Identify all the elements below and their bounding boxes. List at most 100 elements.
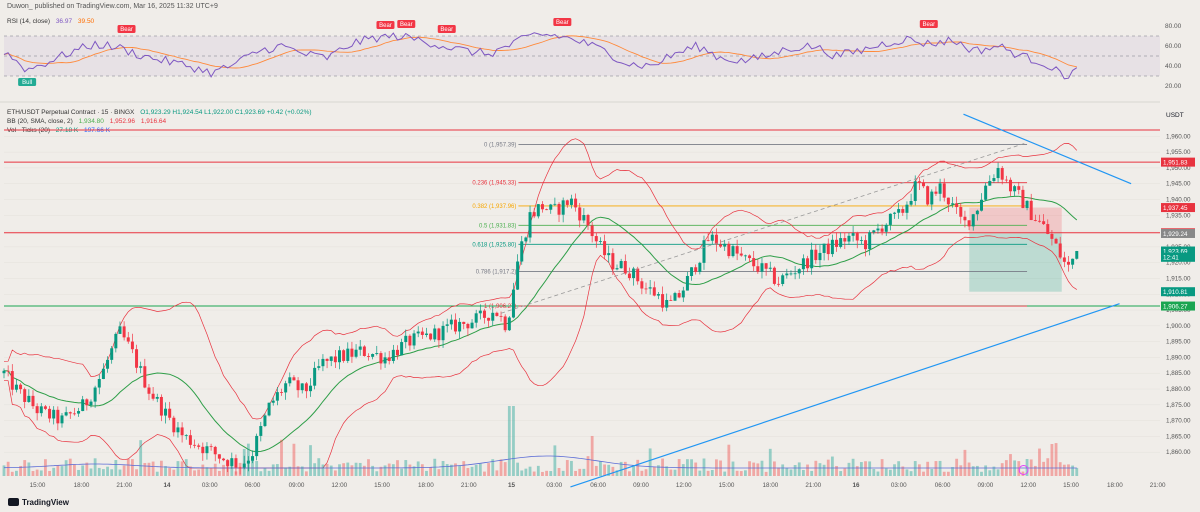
candle-body <box>511 289 515 318</box>
candle <box>118 321 122 335</box>
candle <box>640 278 644 295</box>
volume-bar <box>296 466 300 476</box>
candle-body <box>880 228 884 232</box>
volume-bar <box>454 463 457 476</box>
candle <box>851 225 855 242</box>
candle <box>408 334 412 351</box>
candle-body <box>528 212 532 238</box>
candle <box>217 454 221 464</box>
candle <box>354 344 358 359</box>
candle <box>801 254 805 275</box>
volume-bar <box>350 465 354 476</box>
price-axis-label: 1,929.24 <box>1161 228 1195 238</box>
candle-body <box>582 215 586 221</box>
rsi-signal-badge <box>117 25 136 33</box>
volume-bar <box>89 468 93 476</box>
volume-bar <box>967 462 971 476</box>
candle-body <box>607 253 611 256</box>
candle-body <box>168 408 172 418</box>
volume-bar <box>466 467 470 476</box>
volume-bar <box>752 462 756 476</box>
candle <box>988 175 992 186</box>
candle <box>594 232 598 248</box>
candle <box>772 266 776 286</box>
candle <box>814 244 818 264</box>
volume-bar <box>797 462 801 476</box>
candle <box>946 197 950 213</box>
candle <box>872 229 876 235</box>
price-tick-label: 1,865.00 <box>1166 433 1191 440</box>
candle-body <box>466 323 470 329</box>
candle-body <box>938 183 942 194</box>
candle <box>569 194 573 209</box>
candle-body <box>147 387 151 394</box>
volume-bar <box>880 459 884 476</box>
candle <box>1042 214 1046 225</box>
candle-body <box>768 267 772 269</box>
volume-bar <box>938 460 942 476</box>
candle <box>868 230 872 256</box>
rsi-ma-line <box>3 35 1077 69</box>
candle-body <box>309 385 313 392</box>
candle-body <box>536 204 540 217</box>
candle-body <box>1042 221 1046 225</box>
candle <box>176 422 180 438</box>
volume-bar <box>495 470 499 476</box>
volume-bar <box>425 470 428 476</box>
candle <box>487 317 491 328</box>
candle-body <box>1054 238 1058 244</box>
volume-bar <box>300 466 304 476</box>
volume-bar <box>470 466 474 476</box>
volume-bar <box>102 469 105 476</box>
candle-body <box>81 399 85 412</box>
candle <box>1071 258 1075 269</box>
rsi-signal: Bear <box>437 25 456 33</box>
volume-bar <box>702 458 706 476</box>
candle <box>553 197 557 207</box>
candle-body <box>934 191 938 194</box>
candle <box>975 209 979 221</box>
candle-body <box>578 207 582 221</box>
candle <box>453 313 457 335</box>
candle-body <box>197 445 201 447</box>
candle-body <box>118 326 122 334</box>
candle-body <box>366 356 370 357</box>
candle-body <box>868 232 872 250</box>
rsi-tick-label: 40.00 <box>1165 63 1182 70</box>
candle-body <box>188 435 192 445</box>
candle-body <box>6 370 10 372</box>
volume-bar <box>781 464 785 476</box>
candle <box>366 353 370 361</box>
candle-body <box>375 353 379 355</box>
volume-bar <box>1067 464 1070 476</box>
price-tick-label: 1,940.00 <box>1166 196 1191 203</box>
candle-body <box>797 269 801 274</box>
volume-bar <box>60 466 64 476</box>
candle-body <box>280 392 284 393</box>
volume-bar <box>901 466 905 476</box>
candle-body <box>553 203 557 205</box>
candle <box>681 286 685 302</box>
candle <box>806 255 810 273</box>
candle-body <box>122 326 126 338</box>
candle <box>777 276 781 287</box>
volume-bar <box>10 471 14 476</box>
symbol-name: ETH/USDT Perpetual Contract · 15 · BINGX <box>7 109 135 116</box>
candle-body <box>491 312 495 321</box>
candle-body <box>317 366 321 368</box>
candle <box>309 378 313 397</box>
volume-bar <box>545 470 548 476</box>
volume-bar <box>872 468 876 476</box>
candle <box>1017 181 1021 195</box>
volume-bar <box>698 470 702 476</box>
candle-body <box>39 406 43 414</box>
candle <box>955 196 959 214</box>
candle-body <box>739 253 743 256</box>
volume-bar <box>429 467 433 476</box>
candle-body <box>242 463 246 468</box>
candle-body <box>946 197 950 205</box>
candle <box>280 388 284 396</box>
candle-body <box>507 317 511 331</box>
time-tick-label: 15:00 <box>1063 482 1079 489</box>
